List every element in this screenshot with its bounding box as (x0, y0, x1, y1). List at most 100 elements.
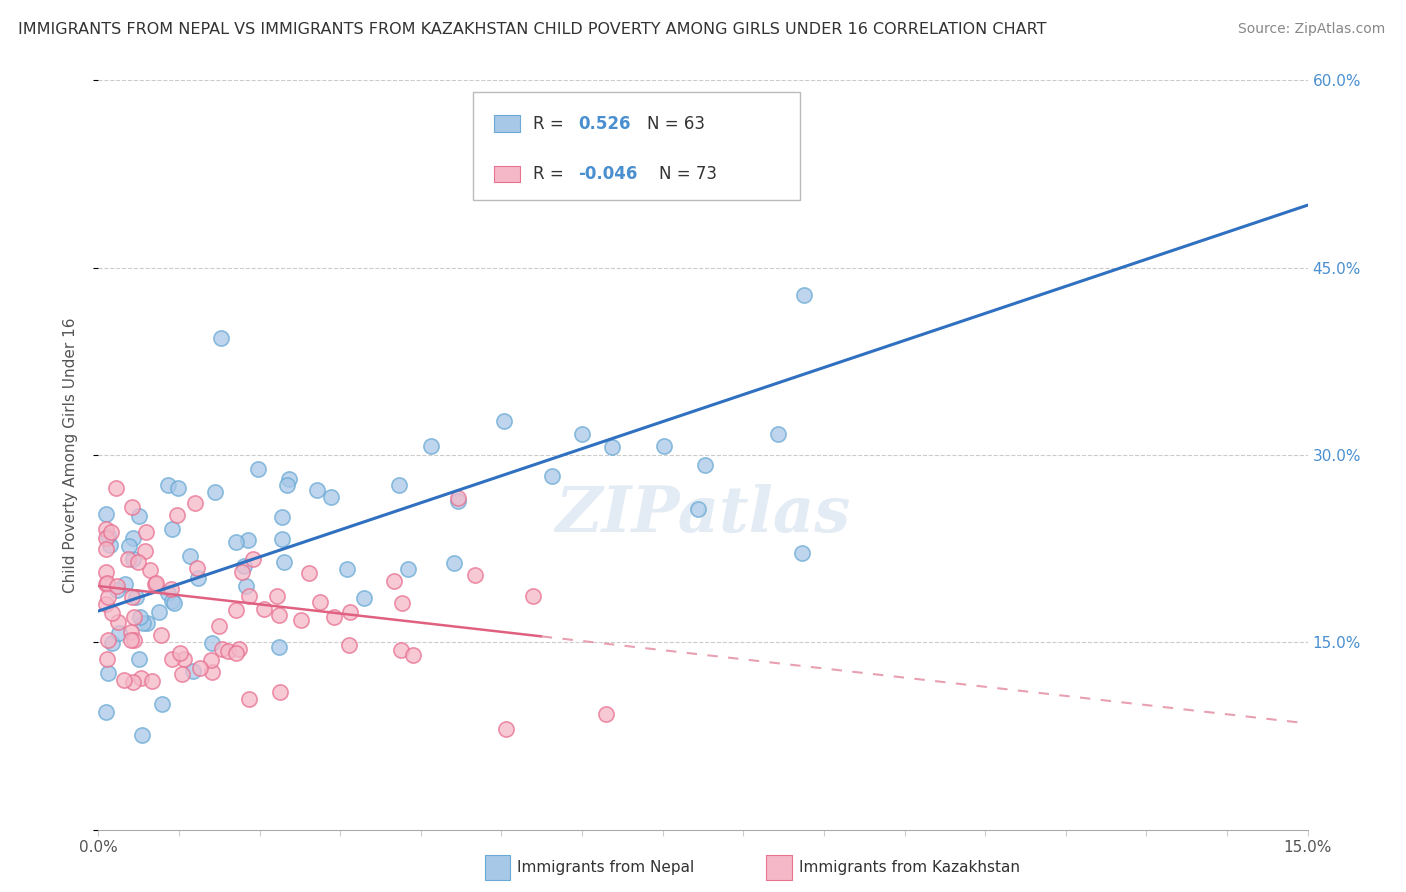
Text: Immigrants from Nepal: Immigrants from Nepal (517, 860, 695, 874)
Point (96, 507, 118, 521)
Point (120, 632, 142, 647)
Point (125, 590, 148, 604)
Point (121, 591, 143, 605)
FancyBboxPatch shape (474, 92, 800, 200)
Point (464, 568, 486, 582)
Point (160, 582, 183, 596)
Point (187, 572, 209, 586)
Text: 0.526: 0.526 (578, 115, 631, 133)
Point (96, 577, 118, 591)
Y-axis label: Child Poverty Among Girls Under 16: Child Poverty Among Girls Under 16 (63, 318, 77, 592)
Text: N = 73: N = 73 (659, 165, 717, 183)
Point (232, 558, 254, 573)
Point (96, 705, 118, 719)
Point (269, 685, 291, 699)
Point (541, 469, 564, 483)
Point (231, 565, 253, 579)
Point (169, 646, 191, 660)
Point (117, 552, 139, 566)
Point (148, 605, 170, 619)
Point (447, 491, 470, 505)
Point (238, 590, 260, 604)
Point (96, 531, 118, 545)
Point (402, 648, 425, 662)
Point (443, 557, 465, 571)
Point (127, 555, 149, 569)
Point (389, 642, 412, 657)
Point (217, 644, 239, 658)
Text: Source: ZipAtlas.com: Source: ZipAtlas.com (1237, 22, 1385, 37)
Point (200, 653, 222, 667)
Point (121, 674, 143, 689)
Point (271, 532, 294, 546)
Point (121, 500, 143, 515)
Point (160, 593, 183, 607)
Point (201, 665, 224, 679)
Point (253, 601, 276, 615)
Point (162, 651, 184, 665)
Point (122, 633, 145, 648)
Point (114, 577, 136, 591)
Point (173, 651, 195, 665)
Point (571, 427, 593, 442)
Point (209, 330, 232, 344)
Point (150, 697, 173, 711)
Text: -0.046: -0.046 (578, 165, 638, 183)
Point (600, 440, 623, 454)
Point (225, 603, 247, 617)
Point (157, 477, 180, 491)
Point (143, 576, 166, 591)
Point (96, 633, 118, 648)
Text: R =: R = (533, 115, 568, 133)
Text: Immigrants from Kazakhstan: Immigrants from Kazakhstan (799, 860, 1019, 874)
Point (101, 636, 124, 650)
Point (686, 502, 709, 516)
Point (105, 482, 128, 496)
Point (170, 666, 193, 681)
Point (319, 491, 342, 505)
Point (211, 642, 233, 657)
Point (420, 440, 443, 454)
Point (97, 529, 120, 543)
Point (166, 508, 188, 522)
Point (238, 692, 260, 706)
Point (308, 595, 330, 609)
Point (693, 458, 716, 472)
Point (120, 625, 142, 640)
Point (246, 462, 269, 476)
Text: N = 63: N = 63 (647, 115, 706, 133)
Point (160, 522, 183, 536)
Point (495, 722, 517, 736)
Point (181, 665, 204, 679)
Point (131, 728, 153, 742)
Point (298, 566, 321, 581)
Point (100, 539, 122, 553)
Point (273, 555, 295, 569)
Point (201, 636, 224, 650)
Point (100, 525, 122, 540)
Point (96, 522, 118, 536)
Point (522, 589, 544, 603)
Point (382, 574, 405, 589)
Point (267, 607, 290, 622)
Text: R =: R = (533, 165, 568, 183)
Point (156, 585, 179, 599)
Point (339, 606, 361, 620)
Point (112, 673, 135, 688)
FancyBboxPatch shape (494, 115, 520, 132)
Point (266, 590, 288, 604)
Point (101, 606, 124, 620)
Point (128, 610, 150, 624)
Point (97, 591, 120, 605)
Point (337, 638, 360, 652)
Point (188, 660, 211, 674)
Point (134, 544, 156, 558)
Point (238, 533, 260, 547)
FancyBboxPatch shape (494, 166, 520, 182)
Point (388, 477, 411, 491)
Point (271, 510, 294, 524)
Point (96, 652, 118, 666)
Point (792, 547, 814, 561)
Point (96, 542, 118, 557)
Point (128, 652, 150, 666)
